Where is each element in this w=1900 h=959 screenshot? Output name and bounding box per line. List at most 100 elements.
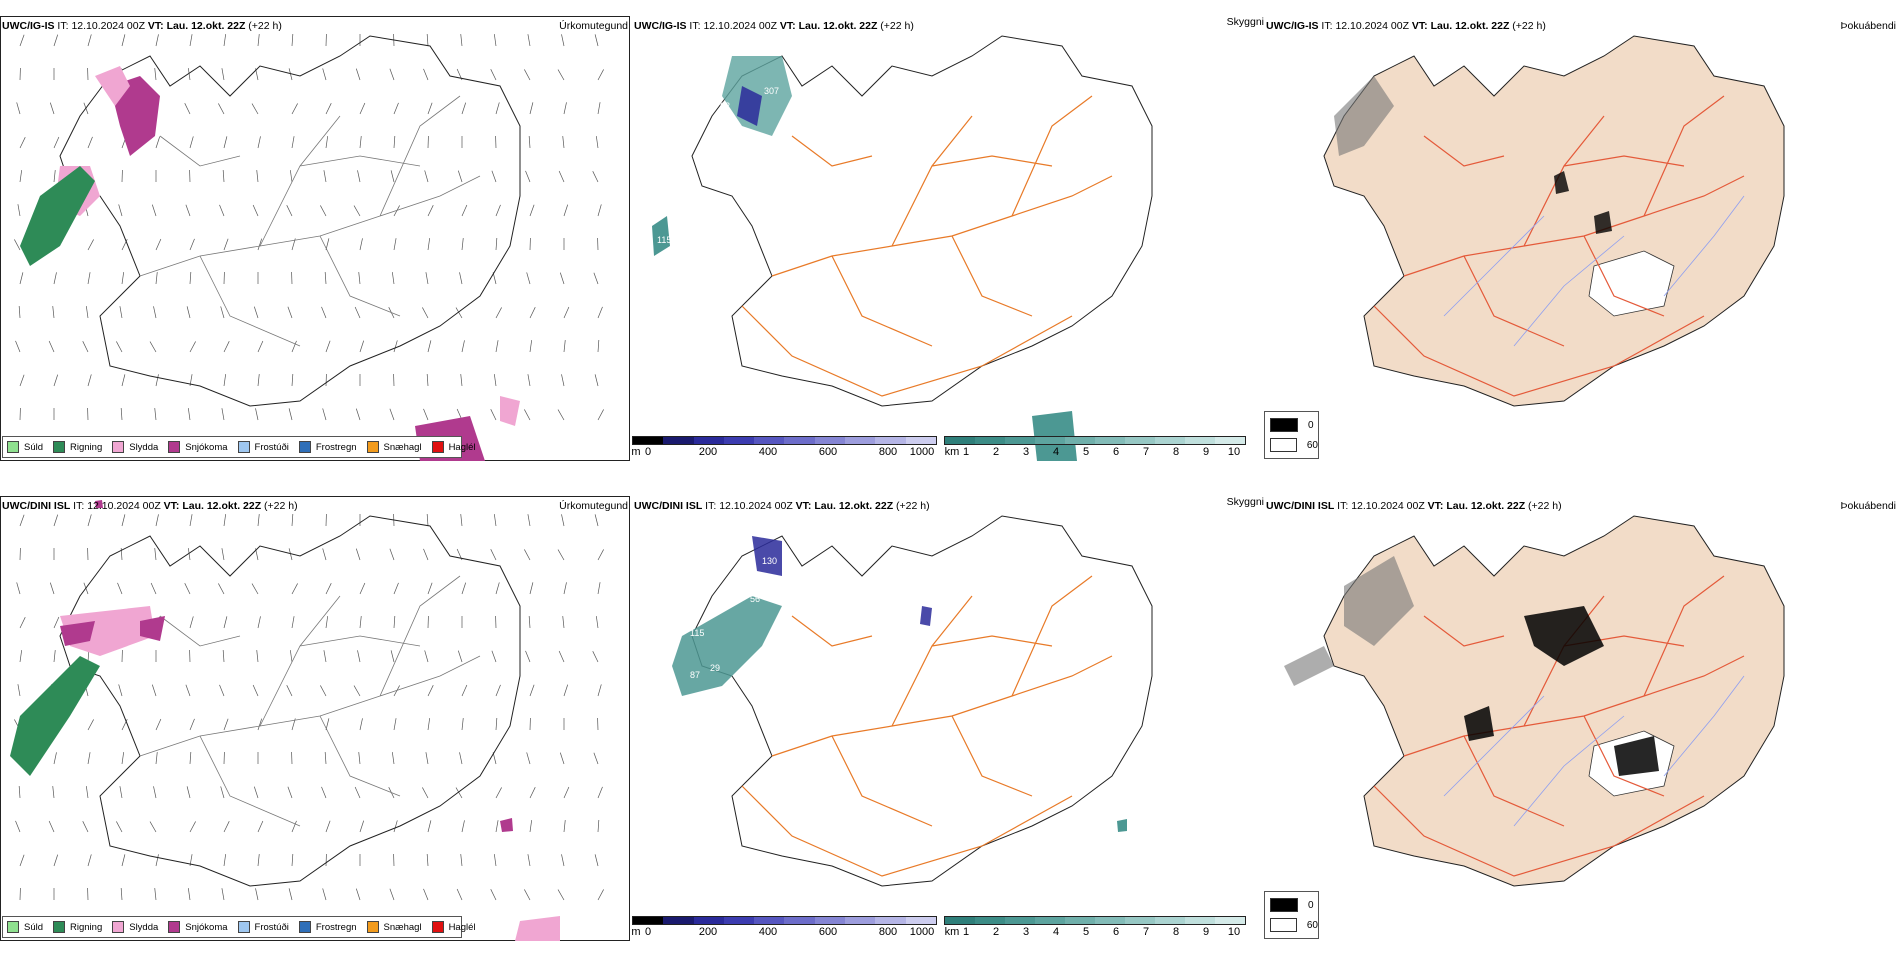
visibility-km-colorbar: km 1 2 3 4 5 6 7 8 9 10 xyxy=(944,436,1246,460)
swatch xyxy=(432,921,444,933)
fog-legend: 0 60 xyxy=(1264,411,1319,459)
wind-barb xyxy=(83,821,88,832)
colorbar-cells xyxy=(632,916,937,925)
wind-barb xyxy=(462,238,463,250)
wind-barb xyxy=(394,820,397,832)
wind-barb xyxy=(428,205,433,216)
wind-barb xyxy=(564,205,568,216)
wind-barb xyxy=(394,238,396,250)
wind-barb xyxy=(494,374,496,386)
swatch xyxy=(432,441,444,453)
wind-barb xyxy=(527,272,530,284)
wind-barb xyxy=(292,514,293,526)
wind-barb xyxy=(428,718,430,730)
panel-title: UWC/IG-IS IT: 12.10.2024 00Z VT: Lau. 12… xyxy=(1266,20,1546,32)
wind-barb xyxy=(562,854,564,866)
swatch xyxy=(53,441,65,453)
wind-barb xyxy=(88,374,91,386)
colorbar-tick: 7 xyxy=(1143,926,1149,938)
wind-barb xyxy=(594,273,598,284)
wind-barb xyxy=(287,205,292,216)
colorbar-cell xyxy=(1185,917,1215,924)
wind-barb xyxy=(190,616,193,628)
visibility-m-colorbar: m 0 200 400 600 800 1000 xyxy=(632,916,937,940)
wind-barb xyxy=(326,136,328,148)
wind-barb xyxy=(88,137,92,148)
colorbar-ticks: m 0 200 400 600 800 1000 xyxy=(632,446,937,460)
wind-barb xyxy=(156,514,158,526)
wind-barb xyxy=(325,752,326,764)
wind-barb xyxy=(88,239,94,250)
colorbar-cell xyxy=(1125,437,1155,444)
road-network xyxy=(140,576,480,826)
wind-barb xyxy=(530,582,533,594)
colorbar-cell xyxy=(663,437,693,444)
wind-barb xyxy=(359,752,360,764)
wind-barb xyxy=(190,272,191,284)
colorbar-unit: m xyxy=(631,926,640,938)
colorbar-tick: 200 xyxy=(699,926,717,938)
colorbar-tick: 400 xyxy=(759,446,777,458)
swatch xyxy=(238,921,250,933)
colorbar-cell xyxy=(1095,437,1125,444)
wind-barb xyxy=(595,374,598,386)
wind-barb xyxy=(324,170,326,182)
wind-barb xyxy=(390,409,394,420)
wind-barb xyxy=(559,171,564,182)
wind-barb xyxy=(54,855,58,866)
wind-barb xyxy=(54,650,55,662)
wind-barb xyxy=(156,272,157,284)
wind-barb xyxy=(88,34,91,46)
wind-barb xyxy=(252,584,258,594)
wind-barb xyxy=(288,787,292,798)
wind-barb xyxy=(88,514,91,526)
station-label: 115 xyxy=(690,628,704,638)
wind-barb xyxy=(224,374,226,386)
wind-barb xyxy=(358,170,360,182)
wind-barb xyxy=(496,582,499,594)
precip-legend: Súld Rigning Slydda Snjókoma Frostúði Fr… xyxy=(2,436,462,458)
wind-barb xyxy=(492,171,496,182)
colorbar-cell xyxy=(754,917,784,924)
wind-barb xyxy=(289,408,292,420)
station-label: 62 xyxy=(720,101,730,111)
wind-barb xyxy=(491,889,496,900)
colorbar-tick: 9 xyxy=(1203,926,1209,938)
wind-barb xyxy=(252,104,258,114)
wind-barb xyxy=(427,34,428,46)
wind-barb xyxy=(220,685,224,696)
wind-barb xyxy=(323,548,326,560)
legend-item-snow: Snjókoma xyxy=(168,921,227,933)
wind-barb xyxy=(461,34,462,46)
colorbar-ticks: km 1 2 3 4 5 6 7 8 9 10 xyxy=(944,446,1246,460)
wind-barb xyxy=(156,137,160,148)
wind-barb xyxy=(155,888,156,900)
wind-barb xyxy=(428,583,432,594)
swatch xyxy=(112,921,124,933)
swatch xyxy=(367,441,379,453)
swatch xyxy=(168,921,180,933)
colorbar-tick: 1 xyxy=(963,446,969,458)
wind-barb xyxy=(223,170,224,182)
colorbar-cell xyxy=(754,437,784,444)
wind-barb xyxy=(122,854,125,866)
wind-barb xyxy=(564,820,565,832)
station-label: 115 xyxy=(657,235,671,245)
legend-item-freezing-rain: Frostregn xyxy=(299,921,357,933)
wind-barb xyxy=(190,34,192,46)
wind-barb xyxy=(19,786,20,798)
wind-barb xyxy=(190,239,194,250)
rain-area xyxy=(20,166,95,266)
wind-barb xyxy=(50,103,54,114)
precip-type-panel-bottom: UWC/DINI ISL IT: 12.10.2024 00Z VT: Lau.… xyxy=(0,496,632,959)
wind-barb xyxy=(391,170,394,182)
fog-map xyxy=(1264,16,1900,461)
wind-barb xyxy=(50,583,54,594)
wind-barb xyxy=(595,34,598,46)
wind-barb xyxy=(88,719,94,730)
wind-barb xyxy=(424,69,428,80)
wind-barb xyxy=(16,341,20,352)
wind-barb xyxy=(256,888,258,900)
visibility-panel-bottom: 130 56 64 115 87 29 56 UWC/DINI ISL IT: … xyxy=(632,496,1264,959)
wind-barb xyxy=(496,685,500,696)
